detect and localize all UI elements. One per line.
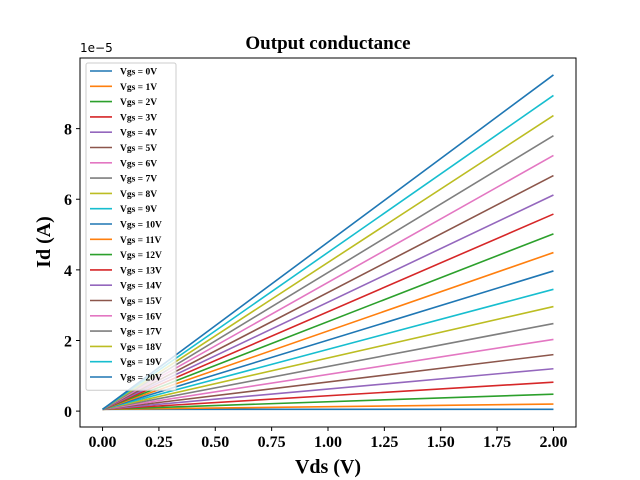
- legend-entry-label: Vgs = 12V: [120, 251, 162, 261]
- legend-entry-label: Vgs = 18V: [120, 343, 162, 353]
- legend-entry-label: Vgs = 16V: [120, 312, 162, 322]
- legend: Vgs = 0V Vgs = 1V Vgs = 2V Vgs = 3V Vgs = 4V…: [85, 62, 177, 391]
- series-line-vgs-8: [102, 305, 554, 411]
- legend-entry-label: Vgs = 7V: [120, 175, 157, 185]
- legend-entry-label: Vgs = 13V: [120, 266, 162, 276]
- series-line-vgs-12: [102, 233, 554, 411]
- x-tick-label: 1.00: [314, 434, 342, 451]
- x-tick-label: 2.00: [539, 434, 567, 451]
- x-tick-label: 0.00: [89, 434, 117, 451]
- series-line-vgs-20: [102, 74, 554, 410]
- x-tick-label: 1.25: [370, 434, 398, 451]
- legend-entry-label: Vgs = 0V: [120, 68, 157, 78]
- series-line-vgs-18: [102, 114, 554, 411]
- x-tick-label: 0.25: [145, 434, 173, 451]
- series-line-vgs-16: [102, 154, 554, 411]
- y-tick-label: 0: [64, 404, 72, 421]
- y-axis-label: Id (A): [33, 216, 55, 268]
- legend-entry-label: Vgs = 9V: [120, 205, 157, 215]
- y-tick-label: 8: [64, 122, 72, 139]
- x-tick-label: 0.50: [201, 434, 229, 451]
- legend-entry-label: Vgs = 8V: [120, 190, 157, 200]
- series-line-vgs-14: [102, 194, 554, 411]
- legend-entry-label: Vgs = 20V: [120, 374, 162, 384]
- axes-layer: 0.00 0.25 0.50 0.75 1.00 1.25 1.50 1.75 2.00 0 2 4 6…: [64, 57, 577, 451]
- series-line-vgs-4: [102, 367, 554, 411]
- series-line-vgs-17: [102, 134, 554, 411]
- series-line-vgs-5: [102, 353, 554, 411]
- series-line-vgs-2: [102, 393, 554, 411]
- x-tick-label: 0.75: [258, 434, 286, 451]
- legend-entry-label: Vgs = 5V: [120, 144, 157, 154]
- series-line-vgs-10: [102, 270, 554, 411]
- series-line-vgs-15: [102, 174, 554, 411]
- legend-entry-label: Vgs = 4V: [120, 129, 157, 139]
- chart-title: Output conductance: [245, 33, 410, 54]
- legend-entry-label: Vgs = 14V: [120, 282, 162, 292]
- x-axis-label: Vds (V): [295, 456, 361, 478]
- series-line-vgs-13: [102, 213, 554, 411]
- y-axis-offset-text: 1e−5: [80, 41, 113, 55]
- series-line-vgs-3: [102, 381, 554, 411]
- x-tick-label: 1.50: [427, 434, 455, 451]
- legend-entry-label: Vgs = 1V: [120, 83, 157, 93]
- series-line-vgs-19: [102, 94, 554, 410]
- y-tick-label: 4: [64, 263, 72, 280]
- y-tick-label: 6: [64, 192, 72, 209]
- legend-entry-label: Vgs = 3V: [120, 113, 157, 123]
- series-line-vgs-11: [102, 251, 554, 411]
- legend-entry-label: Vgs = 10V: [120, 221, 162, 231]
- legend-entry-label: Vgs = 19V: [120, 358, 162, 368]
- series-line-vgs-6: [102, 338, 554, 411]
- series-line-vgs-9: [102, 288, 554, 411]
- legend-box: [85, 62, 177, 391]
- legend-entry-label: Vgs = 17V: [120, 328, 162, 338]
- legend-entry-label: Vgs = 11V: [120, 236, 161, 246]
- legend-entry-label: Vgs = 6V: [120, 159, 157, 169]
- legend-entry-label: Vgs = 2V: [120, 98, 157, 108]
- y-tick-label: 2: [64, 333, 72, 350]
- series-line-vgs-1: [102, 403, 554, 411]
- legend-entry-label: Vgs = 15V: [120, 297, 162, 307]
- series-line-vgs-7: [102, 322, 554, 411]
- series-layer: [102, 74, 554, 411]
- x-tick-label: 1.75: [483, 434, 511, 451]
